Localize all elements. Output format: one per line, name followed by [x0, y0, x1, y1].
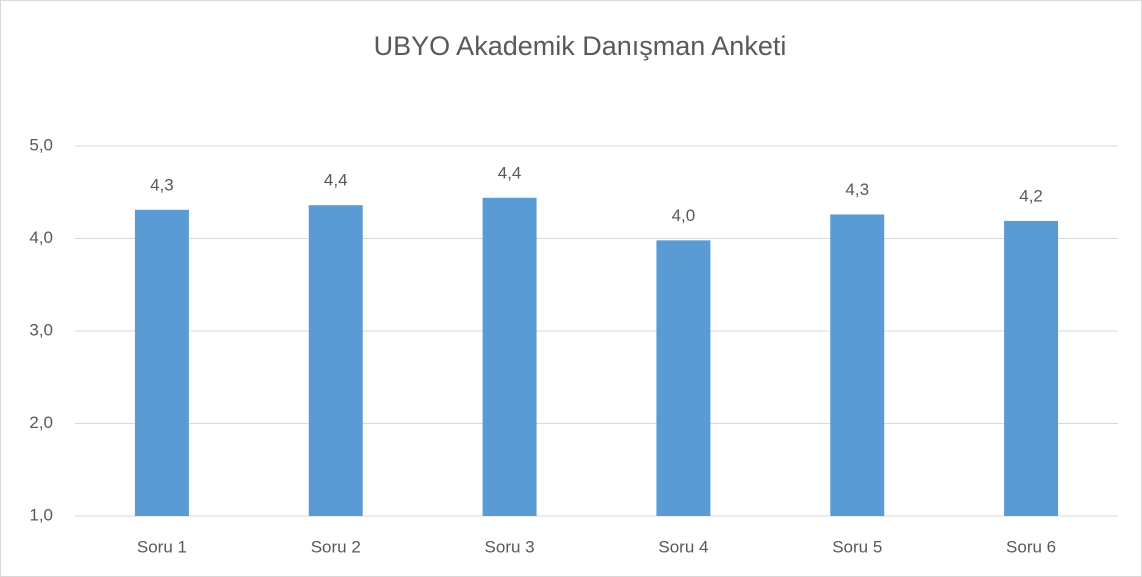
y-tick-label: 3,0	[29, 320, 53, 339]
x-tick-label: Soru 3	[485, 537, 535, 556]
bar	[830, 214, 885, 516]
y-tick-label: 4,0	[29, 228, 53, 247]
data-label: 4,4	[498, 163, 522, 182]
data-label: 4,0	[672, 206, 696, 225]
x-tick-label: Soru 1	[137, 537, 187, 556]
bar	[308, 205, 363, 516]
bar	[134, 209, 189, 516]
y-tick-label: 5,0	[29, 135, 53, 154]
x-tick-label: Soru 6	[1006, 537, 1056, 556]
data-label: 4,3	[845, 180, 869, 199]
data-label: 4,4	[324, 171, 348, 190]
bar	[1004, 220, 1059, 517]
x-tick-label: Soru 4	[658, 537, 708, 556]
bar	[656, 240, 711, 516]
chart-title: UBYO Akademik Danışman Anketi	[374, 31, 787, 61]
data-label: 4,2	[1019, 186, 1043, 205]
y-tick-label: 1,0	[29, 505, 53, 524]
data-label: 4,3	[150, 175, 174, 194]
y-tick-label: 2,0	[29, 413, 53, 432]
bar	[482, 197, 537, 517]
x-tick-label: Soru 2	[311, 537, 361, 556]
x-tick-label: Soru 5	[832, 537, 882, 556]
